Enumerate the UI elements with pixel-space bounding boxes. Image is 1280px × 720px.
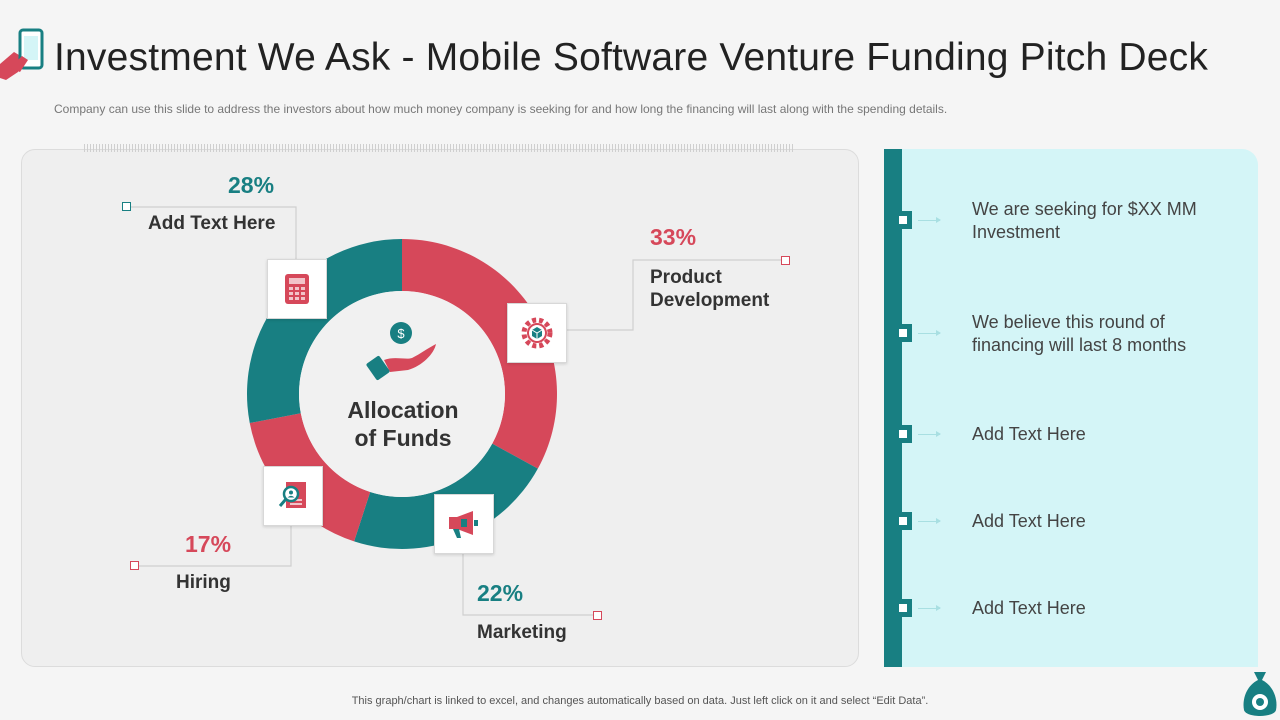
segment-product-percent: 33%	[650, 224, 697, 250]
page-subtitle: Company can use this slide to address th…	[54, 102, 948, 116]
funding-item-1: We are seeking for $XX MM Investment	[972, 199, 1197, 242]
center-label-line1: Allocation	[347, 397, 459, 423]
bullet-marker	[894, 512, 912, 530]
arrow-right-icon	[918, 605, 941, 611]
marker-square	[122, 202, 131, 211]
arrow-right-icon	[918, 518, 941, 524]
page-title: Investment We Ask - Mobile Software Vent…	[54, 36, 1209, 79]
funding-item-4: Add Text Here	[972, 511, 1086, 531]
money-bag-icon	[1243, 672, 1277, 716]
bullet-marker	[894, 211, 912, 229]
arrow-right-icon	[918, 431, 941, 437]
donut-segment-other[interactable]	[247, 239, 402, 424]
megaphone-icon-box	[434, 494, 494, 554]
svg-text:$: $	[397, 326, 405, 341]
segment-marketing-label: Marketing	[477, 622, 567, 643]
funding-item-2: We believe this round of financing will …	[972, 312, 1187, 355]
bullet-marker	[894, 324, 912, 342]
funding-item-3: Add Text Here	[972, 424, 1086, 444]
funding-details-accent-bar	[884, 149, 902, 667]
resume-search-icon	[278, 482, 306, 508]
bullet-marker	[894, 425, 912, 443]
hand-coin-icon: $	[366, 322, 436, 380]
marker-square	[781, 256, 790, 265]
donut-segment-product-development[interactable]	[402, 239, 557, 469]
bullet-marker	[894, 599, 912, 617]
segment-other-label: Add Text Here	[148, 213, 276, 234]
arrow-right-icon	[918, 217, 941, 223]
donut-center	[299, 291, 505, 497]
footer-note: This graph/chart is linked to excel, and…	[351, 695, 929, 707]
funding-details-panel	[884, 149, 1258, 667]
decorative-strip	[84, 144, 794, 152]
funding-item-5: Add Text Here	[972, 598, 1086, 618]
segment-product-label-line2: Development	[650, 290, 770, 311]
gear-box-icon	[521, 317, 553, 349]
marker-square	[593, 611, 602, 620]
arrow-right-icon	[918, 330, 941, 336]
center-label-line2: of Funds	[354, 425, 452, 451]
segment-hiring-label: Hiring	[176, 572, 231, 593]
calculator-icon	[285, 274, 309, 304]
megaphone-icon	[449, 511, 478, 538]
gear-box-icon-box	[507, 303, 567, 363]
calculator-icon-box	[267, 259, 327, 319]
segment-other-percent: 28%	[228, 172, 275, 198]
segment-product-label-line1: Product	[650, 267, 722, 288]
marker-square	[130, 561, 139, 570]
segment-marketing-percent: 22%	[477, 580, 524, 606]
hand-phone-icon	[0, 28, 44, 80]
segment-product-label: Product Development	[650, 266, 769, 312]
segment-hiring-percent: 17%	[185, 531, 232, 557]
resume-search-icon-box	[263, 466, 323, 526]
donut-center-label: Allocation of Funds	[330, 396, 476, 452]
